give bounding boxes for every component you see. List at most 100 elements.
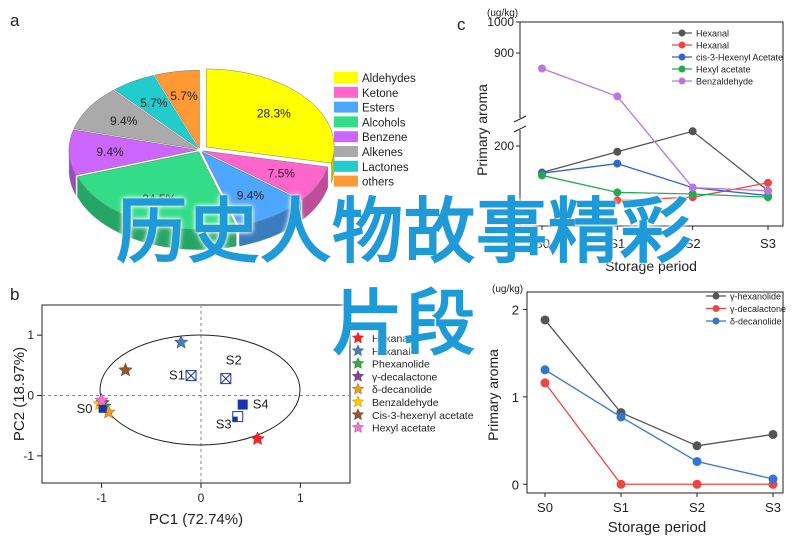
variable-point [351, 369, 365, 382]
legend-label: Hexanal [696, 29, 729, 39]
x-tick-label: S2 [685, 236, 701, 251]
sample-label: S2 [226, 353, 242, 368]
variable-point [351, 408, 365, 421]
series-point [692, 479, 702, 489]
x-tick-label: S0 [534, 236, 550, 251]
sample-point-fill [232, 416, 238, 422]
series-point [764, 178, 772, 187]
panel-label-c: c [457, 15, 466, 34]
y-tick-label: 1000 [487, 15, 514, 29]
legend-label: Ketone [362, 88, 398, 100]
x-tick-label: S3 [765, 500, 781, 515]
x-axis-label: Storage period [605, 258, 697, 274]
legend-label: Hexyl acetate [696, 65, 751, 75]
series-point [613, 159, 622, 168]
series-point [768, 429, 778, 439]
legend-swatch [334, 160, 358, 172]
line-chart-panel-d: (ug/kg) 0 1 2 S0 S1 S2 S3 Storage period Primary … [485, 284, 786, 536]
legend-swatch [334, 86, 358, 98]
panel-label-b: b [10, 285, 19, 304]
series-point [540, 365, 550, 375]
y-tick-label: 0 [27, 389, 34, 403]
series-line [541, 162, 769, 197]
y-tick-label: 200 [494, 139, 514, 153]
x-tick-label: 1 [297, 491, 304, 505]
y-axis-label: PC2 (18.97%) [11, 347, 28, 441]
series-point [538, 171, 546, 180]
legend-label: Benzene [362, 132, 407, 144]
legend-label: Hexyl acetate [372, 423, 436, 435]
legend-label: δ-decanolide [372, 384, 432, 396]
series-point [613, 147, 622, 156]
line-chart-panel-c: (ug/kg) 0 200 900 1000 S0 S1 S2 S3 Storage period… [474, 8, 784, 274]
x-tick-label: S1 [613, 500, 629, 515]
legend-label: δ-decanolide [730, 317, 782, 327]
x-tick-label: -1 [96, 491, 107, 505]
series-line [541, 130, 769, 192]
legend-swatch [334, 131, 358, 143]
series-line [544, 319, 774, 447]
pie-slice [68, 129, 198, 176]
sample-point [185, 370, 197, 382]
series-point [613, 196, 622, 205]
plot-frame [41, 304, 351, 484]
legend-label: Hexanal [372, 333, 411, 345]
y-axis-label: Primary aroma [485, 349, 501, 441]
legend-label: Hexanal [696, 41, 729, 51]
legend-marker [712, 305, 720, 312]
pie-data-label: 9.4% [96, 145, 124, 159]
series-point [692, 441, 702, 451]
legend-label: Phexanolide [372, 359, 430, 371]
pie-data-label: 24.5% [142, 192, 176, 206]
units-label: (ug/kg) [487, 8, 518, 19]
legend-label: γ-hexanolide [730, 292, 781, 302]
legend-label: cis-3-Hexenyl Acetate [696, 53, 783, 63]
legend-label: Cis-3-hexenyl acetate [372, 410, 474, 422]
y-tick-label: 1 [512, 390, 519, 405]
y-tick-label: 900 [494, 46, 514, 60]
x-axis-label: Storage period [608, 519, 706, 536]
series-point [616, 412, 626, 422]
series-point [616, 479, 626, 489]
units-label: (ug/kg) [492, 284, 523, 295]
x-tick-label: S0 [537, 500, 553, 515]
series-point [540, 315, 550, 325]
series-line [541, 174, 769, 198]
pie-slice [201, 150, 302, 227]
legend-marker [678, 77, 686, 85]
pie-data-label: 9.4% [237, 188, 265, 202]
series-line [541, 67, 769, 192]
legend-label: Hexanal [372, 346, 411, 358]
confidence-ellipse [99, 334, 301, 446]
pie-data-label: 7.5% [268, 167, 296, 181]
y-tick-label: -1 [23, 449, 34, 463]
variable-point [351, 395, 365, 408]
plot-frame [526, 291, 784, 494]
legend-swatch [334, 146, 358, 157]
legend-marker [712, 317, 720, 325]
axis-break-mark [513, 125, 527, 133]
variable-point [250, 431, 265, 446]
x-tick-label: S1 [609, 236, 625, 251]
y-tick-label: 2 [512, 302, 519, 317]
axis-break-mark [513, 115, 527, 123]
x-tick-label: 0 [198, 491, 205, 505]
legend-marker [678, 53, 686, 61]
variable-point [118, 362, 133, 377]
pie-slice [113, 75, 199, 149]
legend-swatch [334, 101, 358, 113]
legend-marker [678, 65, 686, 73]
variable-point [351, 356, 365, 370]
sample-point-mark [185, 370, 197, 381]
pie-data-label: 5.7% [170, 89, 198, 103]
y-tick-label: 0 [507, 203, 514, 217]
pie-slice [77, 151, 237, 230]
series-point [540, 378, 550, 388]
legend-label: others [362, 177, 394, 189]
x-axis-label: PC1 (72.74%) [149, 511, 243, 528]
pie-data-label: 5.7% [140, 96, 168, 110]
series-point [764, 186, 772, 195]
sample-label: S3 [216, 417, 232, 432]
sample-label: S0 [77, 401, 93, 416]
